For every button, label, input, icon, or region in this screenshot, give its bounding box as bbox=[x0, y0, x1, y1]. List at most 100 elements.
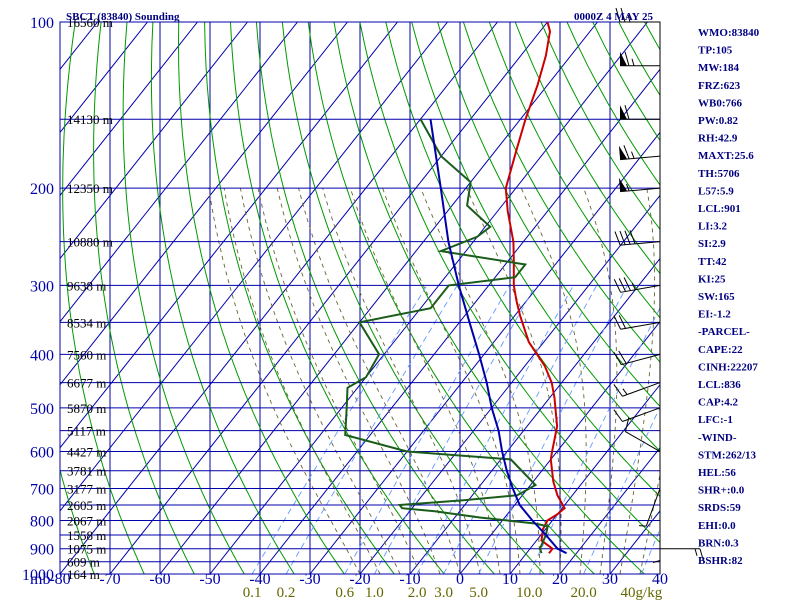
index-line: BRN:0.3 bbox=[698, 537, 739, 549]
index-line: LCL:836 bbox=[698, 379, 741, 391]
pressure-tick-label: 300 bbox=[30, 278, 54, 295]
isobar-grid bbox=[59, 21, 661, 575]
dry-adiabat-line bbox=[177, 22, 345, 574]
wind-barb bbox=[614, 230, 661, 246]
index-line: EI:-1.2 bbox=[698, 309, 731, 321]
temperature-tick-label: -30 bbox=[299, 571, 320, 588]
isotherm-line bbox=[109, 22, 548, 574]
valid-time: 0000Z 4 MAY 25 bbox=[574, 11, 653, 23]
pressure-tick-label: 900 bbox=[30, 542, 54, 559]
wind-barb bbox=[618, 177, 661, 193]
isotherm-line bbox=[60, 22, 348, 386]
wind-barb bbox=[615, 7, 660, 23]
dry-adiabat-line bbox=[150, 22, 295, 574]
isotherm-line bbox=[559, 447, 660, 574]
pressure-tick-label: 200 bbox=[30, 181, 54, 198]
height-label: 609 m bbox=[67, 555, 100, 570]
dry-adiabat-line bbox=[540, 22, 660, 231]
wind-barb bbox=[613, 382, 661, 397]
height-label: 3177 m bbox=[67, 481, 106, 496]
index-line: KI:25 bbox=[698, 273, 726, 285]
isotherm-grid bbox=[60, 22, 660, 574]
index-line: TH:5706 bbox=[698, 168, 740, 180]
index-line: TP:105 bbox=[698, 45, 733, 57]
isotherm-line bbox=[60, 22, 148, 134]
mixing-ratio-line bbox=[640, 528, 660, 574]
mixing-ratio-label: 1.0 bbox=[365, 585, 384, 600]
index-line: LCL:901 bbox=[698, 203, 741, 215]
height-label: 3781 m bbox=[67, 464, 106, 479]
pressure-tick-label: 400 bbox=[30, 347, 54, 364]
height-label: 8534 m bbox=[67, 315, 106, 330]
temperature-tick-label: -10 bbox=[399, 571, 420, 588]
pressure-tick-label: 500 bbox=[30, 401, 54, 418]
pressure-tick-label: 800 bbox=[30, 514, 54, 531]
wind-barb bbox=[660, 548, 705, 563]
dry-adiabat-line bbox=[748, 22, 800, 574]
index-line: WB0:766 bbox=[698, 97, 743, 109]
moist-adiabat-line bbox=[208, 188, 361, 574]
mixing-ratio-line bbox=[443, 285, 598, 574]
isotherm-line bbox=[309, 131, 660, 574]
wind-barb bbox=[613, 407, 661, 422]
temperature-tick-label: 20 bbox=[552, 571, 568, 588]
mixing-ratio-label: 0.6 bbox=[335, 585, 354, 600]
height-label: 1558 m bbox=[67, 528, 106, 543]
moist-adiabat-line bbox=[276, 188, 441, 574]
chart-title: SBCT (83840) Sounding bbox=[66, 11, 180, 23]
wind-barb bbox=[624, 417, 661, 452]
wind-barb bbox=[620, 105, 660, 120]
dry-adiabat-line bbox=[514, 22, 660, 275]
index-line: CAP:4.2 bbox=[698, 397, 739, 409]
height-label: 5117 m bbox=[67, 424, 106, 439]
index-line: MW:184 bbox=[698, 62, 739, 74]
temperature-tick-label: 30 bbox=[602, 571, 618, 588]
temperature-tick-label: -50 bbox=[199, 571, 220, 588]
index-line: PW:0.82 bbox=[698, 115, 739, 127]
temperature-tick-label: -40 bbox=[249, 571, 270, 588]
pressure-tick-label: 100 bbox=[30, 15, 54, 32]
index-line: RH:42.9 bbox=[698, 133, 738, 145]
wind-barb bbox=[613, 315, 661, 330]
parcel-profile bbox=[429, 119, 567, 555]
wind-barbs bbox=[613, 7, 705, 574]
pressure-tick-label: 700 bbox=[30, 481, 54, 498]
height-label: 2067 m bbox=[67, 514, 106, 529]
temperature-tick-label: 40 bbox=[652, 571, 668, 588]
isotherm-line bbox=[509, 383, 660, 574]
mixing-ratio-line bbox=[344, 285, 510, 574]
wind-barb bbox=[613, 350, 661, 366]
height-label: 7560 m bbox=[67, 347, 106, 362]
moist-adiabat-line bbox=[583, 188, 618, 574]
mixing-ratio-label: 5.0 bbox=[469, 585, 488, 600]
isotherm-line bbox=[409, 257, 660, 574]
temperature-tick-label: 0 bbox=[456, 571, 464, 588]
isotherm-line bbox=[60, 22, 248, 260]
height-label: 10880 m bbox=[67, 235, 113, 250]
wind-barb bbox=[639, 488, 661, 527]
dry-adiabat-line bbox=[592, 22, 660, 142]
height-label: 164 m bbox=[67, 567, 100, 582]
height-label: 12350 m bbox=[67, 181, 113, 196]
dry-adiabat-line bbox=[774, 22, 800, 574]
height-label: 2605 m bbox=[67, 498, 106, 513]
index-line: MAXT:25.6 bbox=[698, 150, 754, 162]
temperature-tick-label: 10 bbox=[502, 571, 518, 588]
temperature-tick-label: -20 bbox=[349, 571, 370, 588]
wind-barb bbox=[620, 51, 660, 67]
dry-adiabat-line bbox=[281, 22, 545, 574]
temperature-tick-label: -80 bbox=[49, 571, 70, 588]
index-line: BSHR:82 bbox=[698, 555, 743, 567]
moist-adiabat-line bbox=[382, 188, 521, 574]
axis-unit-label: mb bbox=[30, 571, 50, 588]
wind-barb bbox=[618, 145, 661, 161]
isotherm-line bbox=[459, 320, 660, 574]
mixing-ratio-label: 40g/kg bbox=[621, 585, 663, 600]
index-line: CAPE:22 bbox=[698, 344, 743, 356]
height-label: 9638 m bbox=[67, 278, 106, 293]
index-line: SHR+:0.0 bbox=[698, 485, 745, 497]
index-line: SRDS:59 bbox=[698, 502, 741, 514]
height-label: 4427 m bbox=[67, 445, 106, 460]
